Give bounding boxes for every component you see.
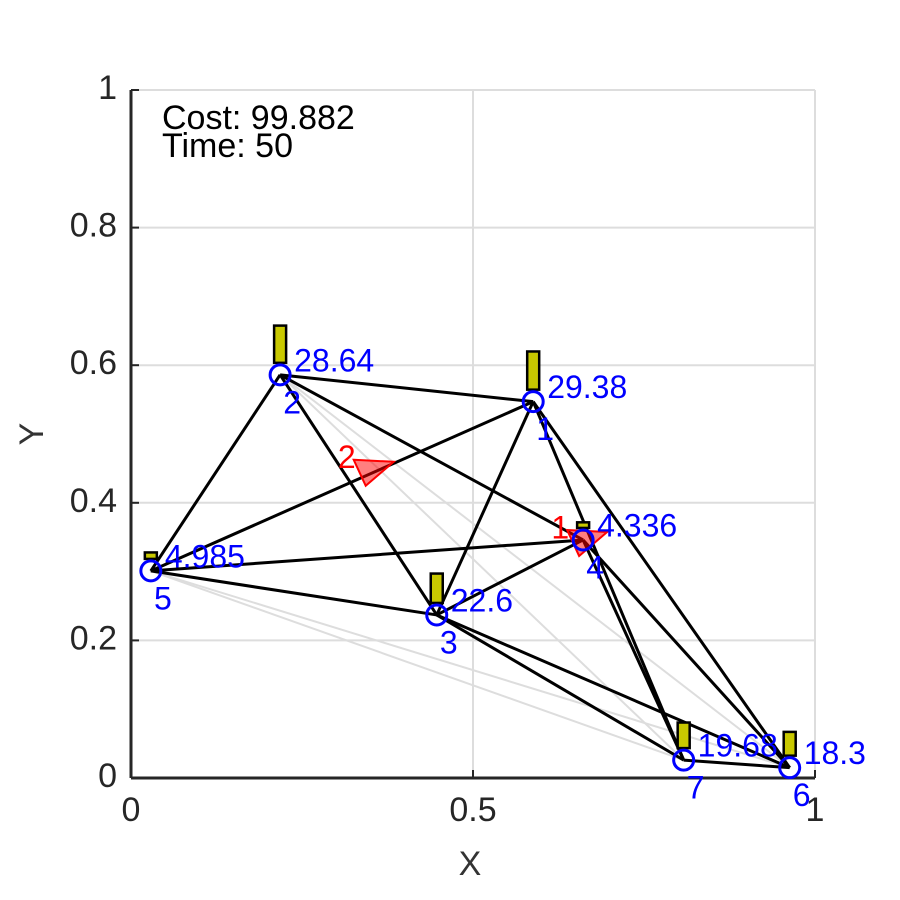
annotation: Time: 50 bbox=[162, 127, 293, 165]
y-tick-label: 0.6 bbox=[70, 344, 117, 382]
node-value-label: 29.38 bbox=[547, 369, 627, 405]
x-tick-label: 1 bbox=[806, 791, 825, 829]
node-value-label: 22.6 bbox=[451, 582, 513, 618]
edge bbox=[531, 400, 791, 769]
node-bar bbox=[143, 551, 159, 561]
y-tick-label: 0 bbox=[98, 757, 117, 795]
node bbox=[139, 559, 163, 583]
faint-edge bbox=[150, 569, 685, 762]
edge bbox=[435, 613, 685, 762]
node-label: 5 bbox=[154, 580, 172, 616]
x-axis-label: X bbox=[459, 845, 482, 883]
edge bbox=[278, 374, 439, 616]
edge bbox=[279, 373, 584, 542]
node-value-label: 28.64 bbox=[294, 342, 374, 378]
edge bbox=[150, 400, 534, 573]
faint-edge bbox=[279, 374, 685, 761]
node-value-label: 19.68 bbox=[698, 728, 778, 764]
node-bar bbox=[575, 521, 591, 530]
node bbox=[425, 603, 449, 627]
faint-edge bbox=[279, 374, 791, 769]
y-axis-label: Y bbox=[13, 423, 51, 446]
edge bbox=[582, 538, 791, 769]
agent-label: 2 bbox=[338, 439, 356, 475]
node-bar bbox=[429, 572, 444, 605]
y-tick-label: 1 bbox=[98, 69, 117, 107]
node-value-label: 4.336 bbox=[597, 507, 677, 543]
node-bar bbox=[272, 324, 288, 365]
agent-label: 1 bbox=[551, 509, 569, 545]
node bbox=[778, 756, 802, 780]
y-tick-label: 0.4 bbox=[70, 482, 117, 520]
agent bbox=[352, 458, 397, 488]
annotation: Cost: 99.882 bbox=[162, 99, 355, 137]
node-value-label: 18.3 bbox=[804, 735, 866, 771]
node-label: 7 bbox=[687, 770, 705, 806]
x-tick-label: 0.5 bbox=[449, 791, 496, 829]
node-bar bbox=[525, 350, 541, 391]
node-label: 6 bbox=[793, 777, 811, 813]
edge bbox=[436, 613, 791, 770]
edge bbox=[150, 569, 437, 617]
edge bbox=[279, 373, 534, 404]
edge bbox=[435, 401, 535, 616]
edge bbox=[581, 539, 686, 761]
y-tick-label: 0.2 bbox=[70, 619, 117, 657]
edge bbox=[436, 538, 584, 617]
node bbox=[571, 528, 595, 552]
y-tick-label: 0.8 bbox=[70, 207, 117, 245]
x-tick-label: 0 bbox=[122, 791, 141, 829]
node-bar bbox=[676, 721, 691, 750]
edge bbox=[683, 758, 790, 770]
node-bar bbox=[782, 730, 797, 757]
edge bbox=[531, 401, 686, 761]
node-label: 2 bbox=[283, 384, 301, 420]
node bbox=[521, 390, 545, 414]
edge bbox=[149, 374, 282, 572]
edge bbox=[150, 538, 584, 573]
node bbox=[672, 748, 696, 772]
node-label: 4 bbox=[586, 549, 604, 585]
node-label: 1 bbox=[536, 411, 554, 447]
node-value-label: 4.985 bbox=[165, 538, 245, 574]
node-label: 3 bbox=[440, 624, 458, 660]
node bbox=[268, 363, 292, 387]
